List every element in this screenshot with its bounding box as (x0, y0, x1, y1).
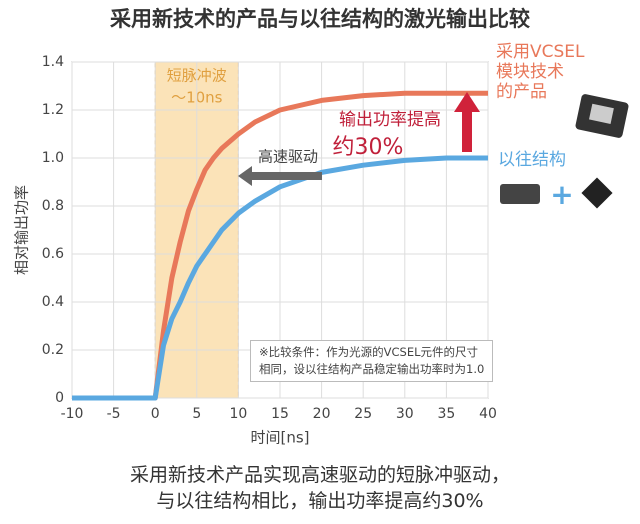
data-line (72, 90, 488, 401)
x-tick-label: 40 (479, 406, 497, 422)
x-tick-label: 30 (396, 406, 414, 422)
legend-entry: 以往结构 (498, 150, 566, 170)
chart-title: 采用新技术的产品与以往结构的激光输出比较 (110, 7, 530, 31)
x-axis-label: 时间[ns] (250, 429, 309, 447)
y-tick-label: 0.8 (42, 198, 64, 214)
y-tick-label: 0 (55, 390, 64, 406)
y-axis-label: 相对输出功率 (13, 185, 31, 275)
y-tick-label: 1.2 (42, 102, 64, 118)
caption: 与以往结构相比，输出功率提高约30% (156, 490, 484, 512)
x-tick-label: 5 (192, 406, 201, 422)
icon (581, 177, 613, 209)
icon: + (550, 178, 573, 211)
y-tick-label: 1.4 (42, 54, 64, 70)
x-tick-label: 20 (313, 406, 331, 422)
arrow (454, 92, 480, 152)
x-tick-label: 15 (271, 406, 289, 422)
y-tick-label: 0.6 (42, 246, 64, 262)
annotation: 高速驱动 (258, 148, 318, 166)
arrow (238, 166, 322, 186)
icon (500, 184, 540, 204)
annotation: 约30% (333, 135, 404, 160)
x-tick-label: 0 (151, 406, 160, 422)
x-tick-label: 35 (437, 406, 455, 422)
legend-entry: 采用VCSEL 模块技术 的产品 (496, 42, 585, 102)
x-tick-label: 10 (229, 406, 247, 422)
caption: 采用新技术产品实现高速驱动的短脉冲驱动， (129, 464, 510, 486)
plot-layer: 短脉冲波～10ns (71, 61, 489, 401)
x-tick-label: 25 (354, 406, 372, 422)
y-tick-label: 0.4 (42, 294, 64, 310)
x-tick-label: -10 (61, 406, 84, 422)
x-tick-label: -5 (107, 406, 121, 422)
y-tick-label: 1.0 (42, 150, 64, 166)
note: ※比较条件：作为光源的VCSEL元件的尺寸 相同，设以往结构产品稳定输出功率时为… (250, 340, 494, 382)
icon (589, 103, 614, 124)
annotation: 输出功率提高 (339, 110, 441, 130)
y-tick-label: 0.2 (42, 342, 64, 358)
data-line (72, 155, 488, 401)
